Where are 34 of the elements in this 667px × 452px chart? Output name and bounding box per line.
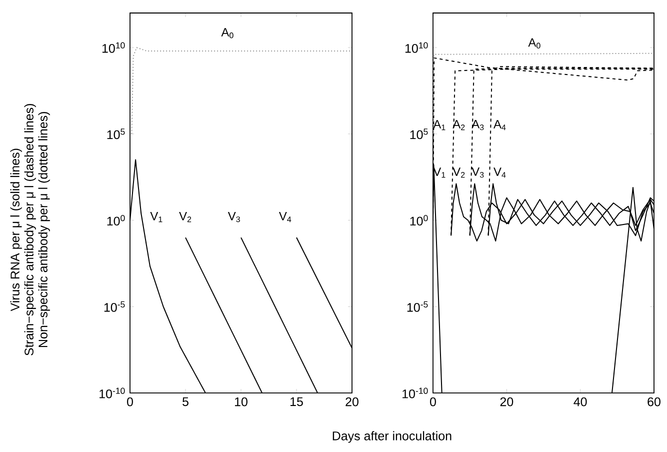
x-tick-label: 20 — [500, 397, 514, 406]
y-tick-label: 10$^{10}$ — [102, 42, 125, 53]
x-tick-label: 15 — [290, 397, 303, 406]
y-tick-label: 10$^{5}$ — [107, 128, 125, 140]
x-tick-label: 0 — [430, 397, 436, 406]
x-axis-title: Days after inoculation — [332, 431, 452, 443]
x-tick-label: 0 — [127, 397, 133, 406]
y-tick-label: 10$^{5}$ — [410, 128, 428, 140]
x-tick-label: 40 — [574, 397, 587, 406]
annotation: A$_{0}$ — [221, 28, 234, 38]
x-tick-label: 5 — [182, 397, 188, 406]
annotation: V$_{4}$ — [494, 168, 506, 178]
annotation: V$_{2}$ — [179, 212, 192, 222]
annotation: V$_{3}$ — [472, 168, 484, 178]
y-tick-label: 10$^{-5}$ — [104, 301, 125, 312]
y-tick-label: 10$^{-10}$ — [402, 388, 428, 398]
y-axis-title: Virus RNA per μ l (solid lines) Strain−specific antibody per μ l (dashed lines) Non−specific antibody per μ l (dotted lines) — [10, 104, 50, 356]
x-tick-label: 10 — [235, 397, 248, 406]
annotation: V$_{4}$ — [278, 212, 292, 222]
annotation: A$_{1}$ — [433, 120, 446, 130]
y-tick-label: 10$^{-10}$ — [100, 388, 125, 398]
annotation: V$_{3}$ — [228, 212, 240, 222]
annotation: A$_{3}$ — [472, 120, 484, 130]
annotation: A$_{0}$ — [528, 38, 540, 48]
x-tick-label: 60 — [648, 397, 660, 406]
annotation: V$_{1}$ — [150, 212, 162, 222]
y-tick-label: 10$^{0}$ — [107, 214, 125, 226]
x-tick-label: 20 — [346, 397, 358, 406]
y-tick-label: 10$^{-5}$ — [407, 301, 428, 312]
annotation: A$_{4}$ — [494, 120, 506, 130]
annotation: A$_{2}$ — [452, 120, 465, 130]
annotation: V$_{2}$ — [452, 168, 465, 178]
y-tick-label: 10$^{10}$ — [405, 42, 428, 53]
y-tick-label: 10$^{0}$ — [410, 214, 428, 226]
